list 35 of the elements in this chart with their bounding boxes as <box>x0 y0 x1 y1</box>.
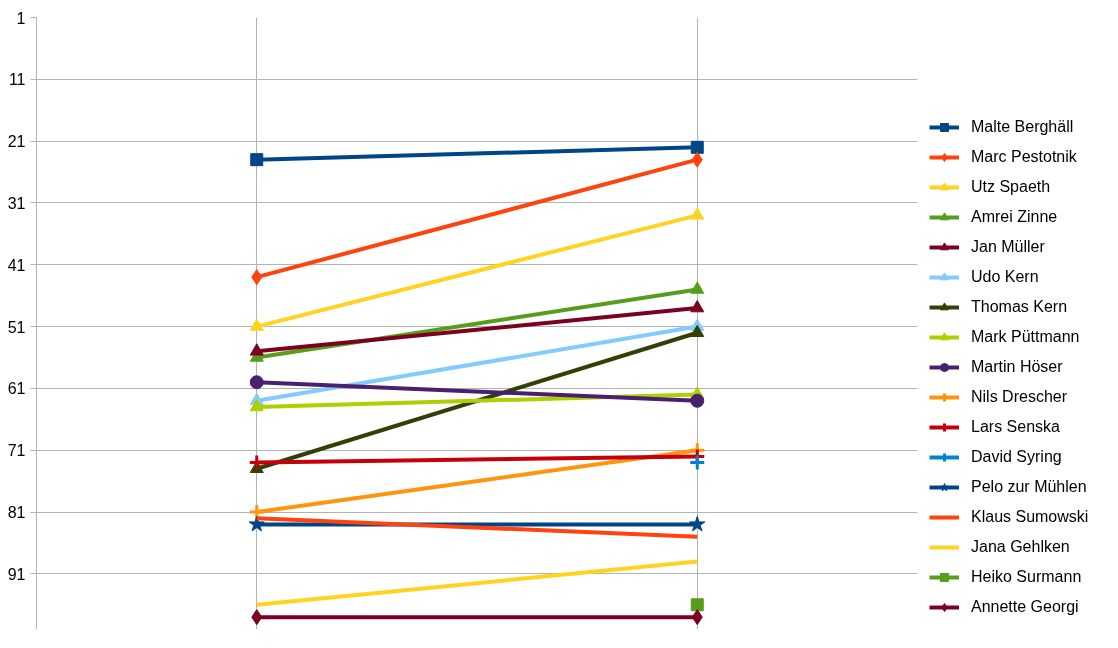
legend-label: Malte Berghäll <box>971 117 1074 137</box>
y-tick-label: 1 <box>16 9 26 27</box>
y-tick-label: 71 <box>7 442 26 460</box>
y-tick-label: 91 <box>7 565 26 583</box>
point <box>250 153 264 167</box>
legend-label: Nils Drescher <box>971 387 1068 407</box>
legend-label: Thomas Kern <box>971 297 1068 317</box>
point <box>690 140 704 154</box>
legend-label: Jan Müller <box>971 237 1045 257</box>
point <box>688 454 706 472</box>
legend-label: Martin Höser <box>971 357 1063 377</box>
point <box>690 598 704 612</box>
legend-label: Utz Spaeth <box>971 177 1051 197</box>
point <box>689 515 706 532</box>
legend-label: Udo Kern <box>971 267 1039 287</box>
point <box>248 515 265 532</box>
y-tick-label: 51 <box>7 318 26 336</box>
point <box>248 503 266 521</box>
y-tick-label: 41 <box>7 256 26 274</box>
legend-label: Amrei Zinne <box>971 207 1058 227</box>
legend-label: Mark Püttmann <box>971 327 1080 347</box>
legend-label: Lars Senska <box>971 417 1060 437</box>
legend-label: Heiko Surmann <box>971 567 1082 587</box>
legend-label: Pelo zur Mühlen <box>971 477 1087 497</box>
legend-label: Marc Pestotnik <box>971 147 1077 167</box>
y-tick-label: 61 <box>7 380 26 398</box>
legend-label: David Syring <box>971 447 1062 467</box>
legend-label: Jana Gehlken <box>971 537 1070 557</box>
legend-label: Klaus Sumowski <box>971 507 1089 527</box>
y-tick-label: 81 <box>7 504 26 522</box>
legend-label: Annette Georgi <box>971 597 1079 617</box>
y-tick-label: 21 <box>7 133 26 151</box>
y-tick-label: 31 <box>7 194 26 212</box>
y-tick-label: 11 <box>8 71 26 89</box>
point <box>249 375 264 390</box>
